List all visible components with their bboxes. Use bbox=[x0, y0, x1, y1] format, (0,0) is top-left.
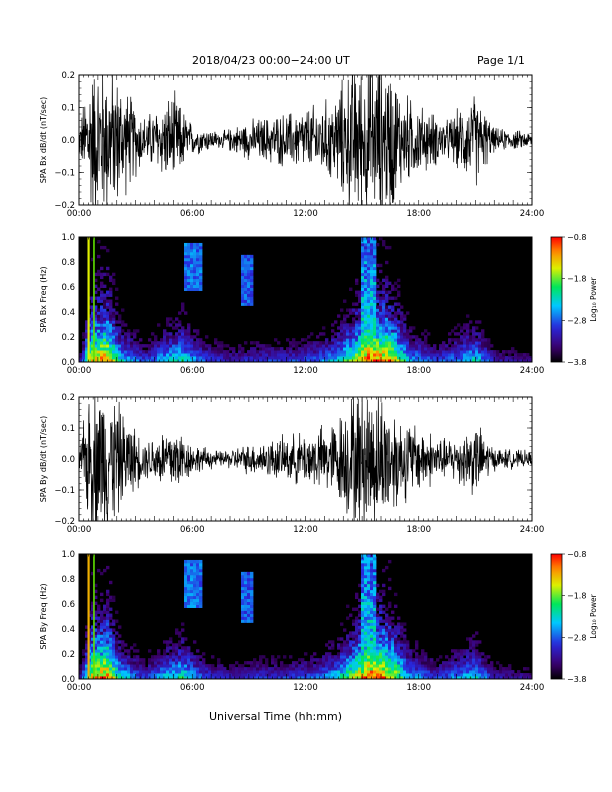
panel-2-y-axis-label: SPA Bx Freq (Hz) bbox=[39, 266, 48, 332]
y-tick-label: 1.0 bbox=[61, 233, 75, 243]
y-tick-label: −0.1 bbox=[54, 486, 75, 496]
x-tick-label: 12:00 bbox=[293, 209, 318, 219]
y-tick-label: 0.6 bbox=[61, 283, 75, 293]
colorbar-label: Log₁₀ Power bbox=[589, 276, 598, 321]
x-axis-label: Universal Time (hh:mm) bbox=[209, 710, 342, 723]
y-tick-label: 0.2 bbox=[61, 71, 75, 81]
x-tick-label: 06:00 bbox=[180, 683, 205, 693]
y-tick-label: 0.4 bbox=[61, 308, 75, 318]
x-tick-label: 24:00 bbox=[520, 525, 545, 535]
y-tick-label: 1.0 bbox=[61, 550, 75, 560]
colorbar-tick-label: −3.8 bbox=[567, 358, 586, 367]
colorbar-label: Log₁₀ Power bbox=[589, 593, 598, 638]
panel-2-plot-area bbox=[79, 237, 532, 362]
colorbar bbox=[550, 553, 563, 680]
x-tick-label: 00:00 bbox=[67, 683, 92, 693]
x-tick-label: 24:00 bbox=[520, 366, 545, 376]
y-tick-label: 0.1 bbox=[61, 424, 75, 434]
y-tick-label: −0.2 bbox=[54, 201, 75, 211]
colorbar-tick-label: −0.8 bbox=[567, 550, 586, 559]
page-title: 2018/04/23 00:00−24:00 UT bbox=[192, 54, 350, 67]
colorbar-tick-label: −0.8 bbox=[567, 233, 586, 242]
x-tick-label: 06:00 bbox=[180, 525, 205, 535]
colorbar-tick-label: −3.8 bbox=[567, 675, 586, 684]
y-tick-label: −0.1 bbox=[54, 169, 75, 179]
panel-3-signal-trace bbox=[79, 397, 532, 521]
x-tick-label: 06:00 bbox=[180, 366, 205, 376]
colorbar-tick-label: −1.8 bbox=[567, 592, 586, 601]
panel-4-plot-area bbox=[79, 554, 532, 679]
y-tick-label: 0.1 bbox=[61, 104, 75, 114]
panel-1-signal-trace bbox=[79, 75, 532, 205]
spectrogram-streak-1 bbox=[87, 237, 90, 362]
panel-3: 00:00 06:00 12:00 18:00 24:00 0.2 0.1 0.0 −0.1 −0… bbox=[39, 393, 545, 535]
spectrogram-streak-2 bbox=[93, 554, 95, 679]
x-tick-label: 18:00 bbox=[407, 683, 432, 693]
y-tick-label: 0.0 bbox=[61, 136, 75, 146]
y-tick-label: 0.2 bbox=[61, 393, 75, 403]
x-tick-label: 06:00 bbox=[180, 209, 205, 219]
panel-1-plot-area bbox=[79, 75, 532, 205]
y-tick-label: 0.2 bbox=[61, 650, 75, 660]
y-tick-label: 0.0 bbox=[61, 358, 75, 368]
x-tick-label: 00:00 bbox=[67, 525, 92, 535]
x-tick-label: 00:00 bbox=[67, 366, 92, 376]
colorbar-tick-label: −2.8 bbox=[567, 316, 586, 325]
x-tick-label: 12:00 bbox=[293, 366, 318, 376]
x-tick-label: 18:00 bbox=[407, 209, 432, 219]
x-tick-label: 24:00 bbox=[520, 209, 545, 219]
colorbar bbox=[550, 236, 563, 363]
panel-3-plot-area bbox=[79, 397, 532, 521]
y-tick-label: 0.8 bbox=[61, 258, 75, 268]
colorbar-tick-label: −1.8 bbox=[567, 275, 586, 284]
x-tick-label: 18:00 bbox=[407, 366, 432, 376]
colorbar-tick-label: −2.8 bbox=[567, 633, 586, 642]
x-tick-label: 12:00 bbox=[293, 683, 318, 693]
panel-4-y-axis-label: SPA By Freq (Hz) bbox=[39, 583, 48, 649]
spectrogram-streak-1 bbox=[87, 554, 90, 679]
panel-3-y-axis-label: SPA By dB/dt (nT/sec) bbox=[39, 416, 48, 503]
y-tick-label: −0.2 bbox=[54, 517, 75, 527]
page-number: Page 1/1 bbox=[477, 54, 525, 67]
panel-1: 00:00 06:00 12:00 18:00 24:00 0.2 0.1 0.0 −0.1 −0… bbox=[39, 71, 545, 219]
y-tick-label: 0.6 bbox=[61, 600, 75, 610]
x-tick-label: 24:00 bbox=[520, 683, 545, 693]
spectrogram-streak-2 bbox=[93, 237, 95, 362]
y-tick-label: 0.2 bbox=[61, 333, 75, 343]
x-tick-label: 18:00 bbox=[407, 525, 432, 535]
x-tick-label: 00:00 bbox=[67, 209, 92, 219]
panel-2: 00:00 06:00 12:00 18:00 24:00 1.0 0.8 0.6 0.4 0.2… bbox=[39, 233, 598, 376]
x-tick-label: 12:00 bbox=[293, 525, 318, 535]
y-tick-label: 0.8 bbox=[61, 575, 75, 585]
y-tick-label: 0.4 bbox=[61, 625, 75, 635]
panel-4: 00:00 06:00 12:00 18:00 24:00 1.0 0.8 0.6 0.4 0.2… bbox=[39, 550, 598, 693]
y-tick-label: 0.0 bbox=[61, 455, 75, 465]
y-tick-label: 0.0 bbox=[61, 675, 75, 685]
panel-1-y-axis-label: SPA Bx dB/dt (nT/sec) bbox=[39, 97, 48, 184]
